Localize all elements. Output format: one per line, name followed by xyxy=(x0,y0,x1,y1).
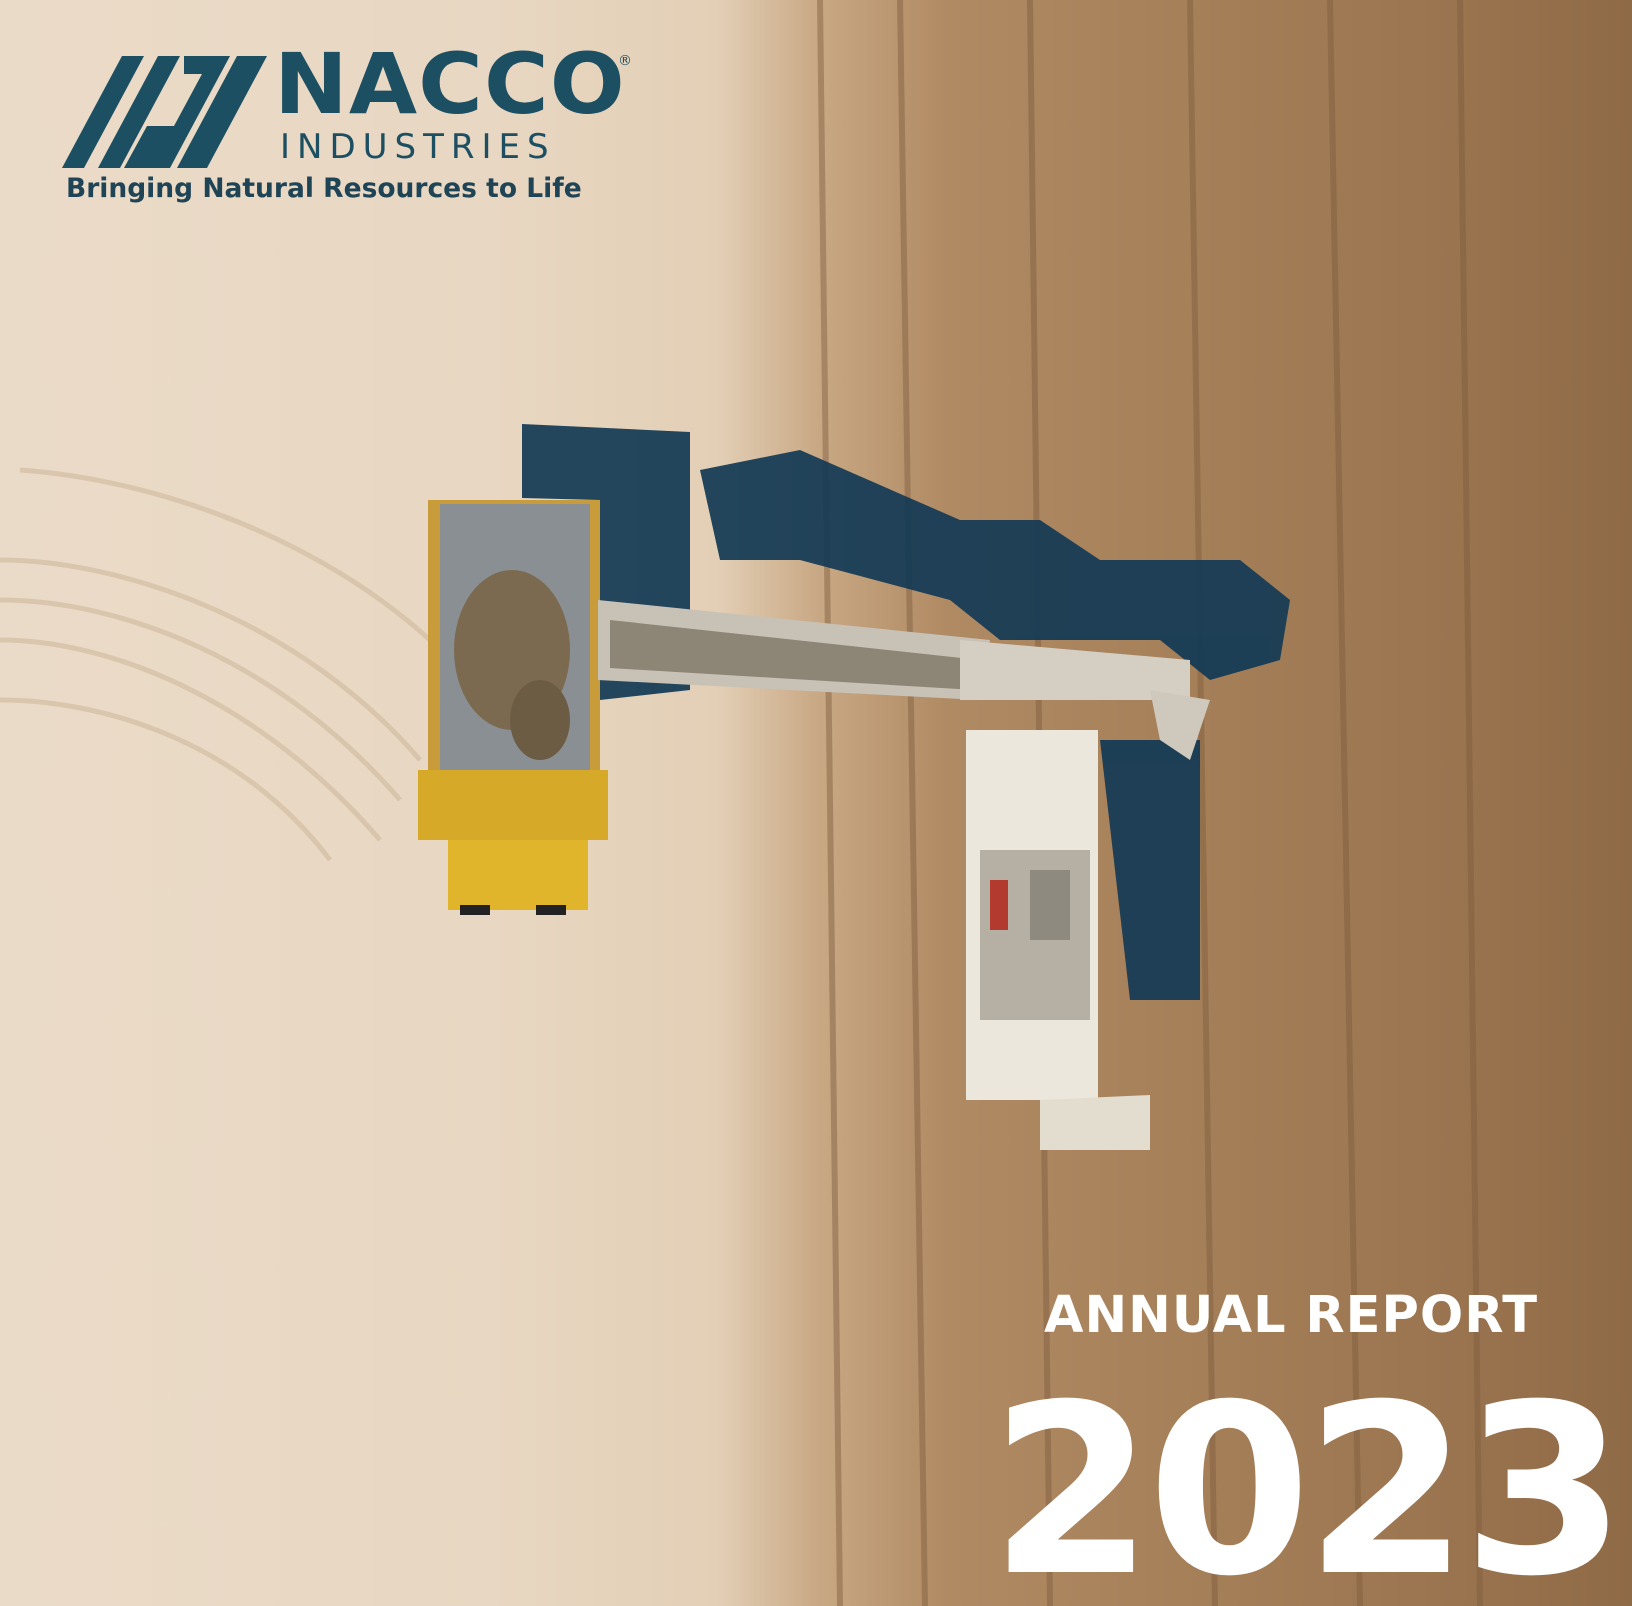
haul-truck xyxy=(418,500,608,915)
surface-miner xyxy=(966,690,1210,1150)
report-year: 2023 xyxy=(990,1355,1626,1606)
brand-name: NACCO xyxy=(274,35,626,133)
registered-mark: ® xyxy=(618,53,632,69)
brand-tagline: Bringing Natural Resources to Life xyxy=(66,173,582,204)
track-lines xyxy=(817,0,1483,1606)
nacco-logo: NACCO ® INDUSTRIES xyxy=(62,42,642,222)
nacco-logo-mark-icon xyxy=(62,56,267,168)
conveyor-boom xyxy=(598,600,1190,700)
annual-report-label: ANNUAL REPORT xyxy=(1043,1286,1538,1345)
tire-tracks xyxy=(0,467,432,862)
brand-subtitle: INDUSTRIES xyxy=(280,127,556,167)
